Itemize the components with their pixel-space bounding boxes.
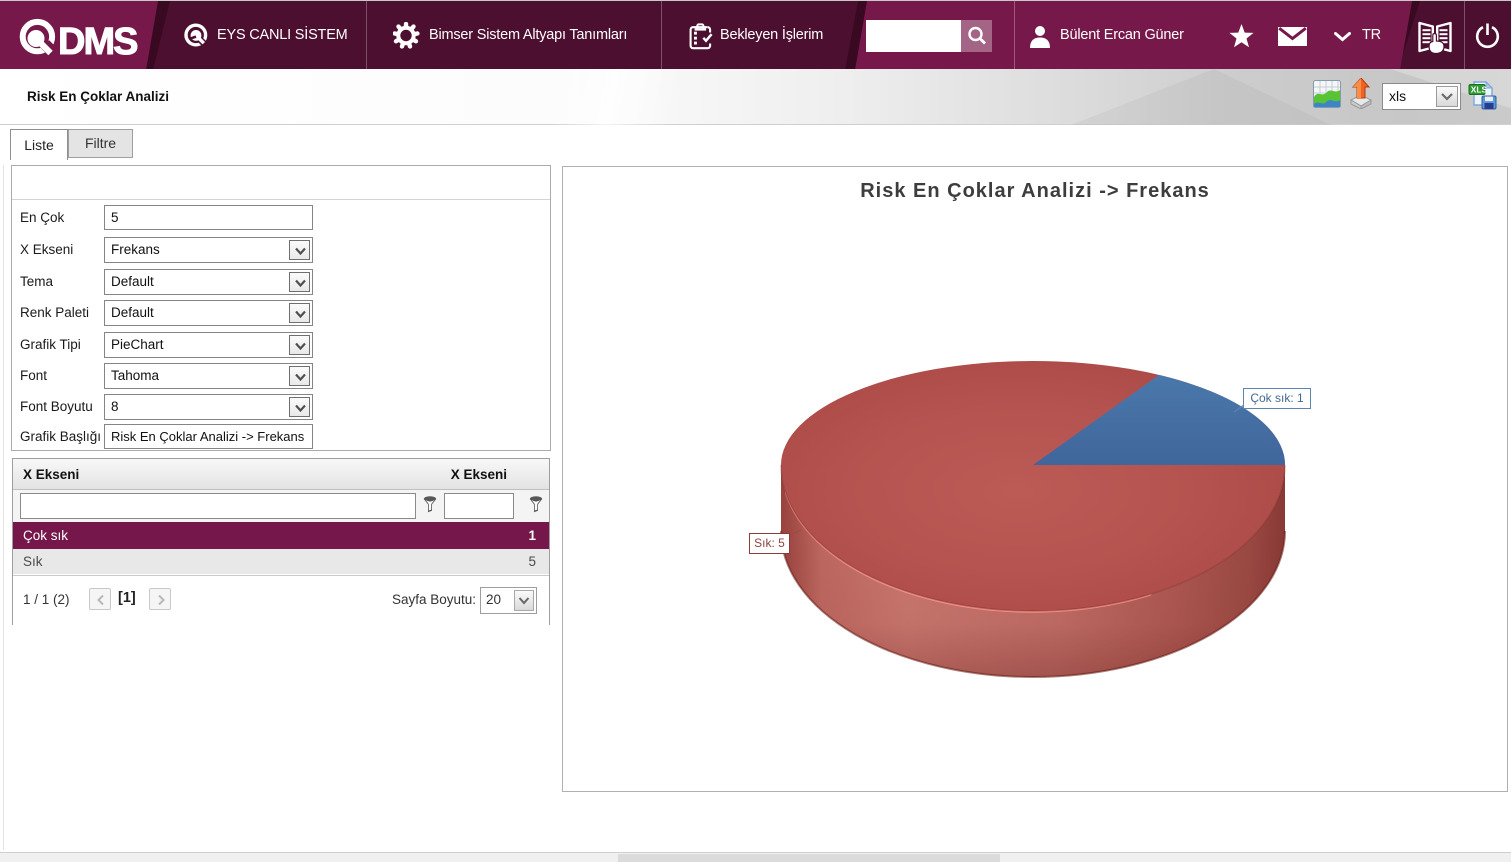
svg-text:DMS: DMS [58,21,137,59]
svg-text:XLS: XLS [1471,85,1488,95]
